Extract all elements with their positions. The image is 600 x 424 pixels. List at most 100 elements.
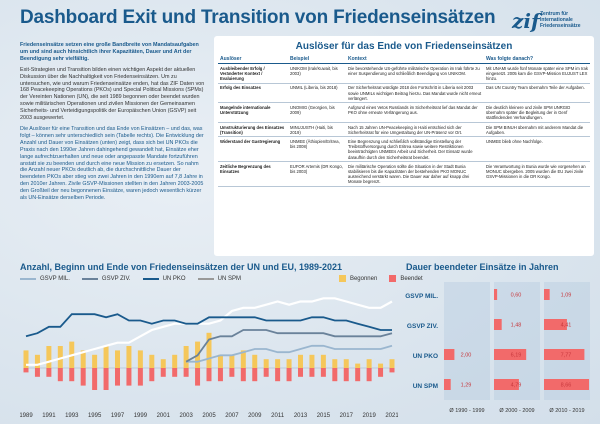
bar-ended (126, 368, 132, 386)
col-header-trigger: Auslöser (218, 56, 288, 65)
intro-lead: Friedenseinsätze setzen eine große Bandb… (20, 42, 199, 62)
col-header-example: Beispiel (288, 56, 346, 65)
cell: MINUJUSTH (Haiti, bis 2019) (288, 122, 346, 138)
x-tick-label: 1991 (42, 413, 56, 419)
bar-ended (389, 368, 395, 373)
series-line-gsvp-mil- (186, 344, 393, 363)
line-chart-title: Anzahl, Beginn und Ende von Friedenseins… (20, 262, 343, 272)
cell: Die bevorstehende US-geführte militärisc… (346, 63, 484, 84)
x-tick-label: 2021 (385, 413, 398, 419)
bar-begun (80, 350, 86, 368)
zif-logo: zif Zentrum für Internationale Friedense… (512, 9, 592, 39)
cell: EUFOR Artemis (DR Kongo, bis 2003) (288, 161, 346, 188)
x-tick-label: 2001 (157, 413, 171, 419)
bar-ended (69, 368, 75, 382)
duration-value-label: 7,77 (561, 353, 572, 359)
x-tick-label: 2007 (225, 413, 239, 419)
bar-begun (103, 346, 109, 368)
cell: Mit UNAMI wurde fünf Monate später eine … (484, 63, 590, 84)
period-label: Ø 1990 - 1999 (449, 408, 484, 414)
legend-gsvp-ziv: GSVP ZIV. (81, 276, 131, 282)
table-row: Ausbleibender Erfolg / Veränderter Konte… (218, 63, 590, 84)
cell: Eine Begrenzung und schließlich vollstän… (346, 136, 484, 163)
bar-ended (115, 368, 120, 386)
bar-ended (378, 368, 384, 377)
table-row: Erfolg des Einsatzes UNMIL (Liberia, bis … (218, 83, 590, 104)
cell: Die SPM BINUH übernahm mit anderem Manda… (484, 122, 590, 138)
bar-begun (286, 359, 292, 368)
bar-begun (206, 332, 212, 368)
cell: Die militärische Operation sollte die Si… (346, 161, 484, 188)
category-label: UN PKO (413, 353, 438, 360)
cell: Ausbleibender Erfolg / Veränderter Konte… (218, 63, 288, 84)
bar-ended (57, 368, 63, 382)
bar-ended (195, 368, 201, 386)
legend-ended: Beendet (389, 275, 423, 282)
bar-ended (263, 368, 269, 377)
bar-begun (240, 350, 246, 368)
bar-ended (240, 368, 246, 382)
bar-ended (80, 368, 86, 386)
bar-begun (183, 346, 189, 368)
bar-ended (92, 368, 98, 390)
x-tick-label: 2003 (179, 413, 193, 419)
bar-begun (366, 359, 372, 368)
bar-begun (298, 354, 303, 368)
bar-begun (343, 359, 349, 368)
bar-ended (286, 368, 292, 382)
intro-paragraph-2: Die Auslöser für eine Transition und das… (20, 125, 204, 202)
bar-ended (229, 368, 235, 377)
bar-begun (217, 354, 223, 368)
legend-un-spm: UN SPM (197, 276, 241, 282)
bar-ended (298, 368, 303, 377)
x-tick-label: 2011 (271, 413, 285, 419)
legend-un-pko: UN PKO (142, 276, 186, 282)
missions-line-chart: 1989 1991 1993 1995 1997 1999 2001 2003 2005 2007… (20, 297, 398, 419)
bar-begun (149, 354, 155, 368)
page-title: Dashboard Exit und Transition von Friede… (20, 7, 496, 28)
duration-bar (544, 289, 550, 300)
duration-bar-chart: GSVP MIL. 0,60 1,09 GSVP ZIV. 1,48 4,41 UN PKO… (405, 282, 590, 414)
bar-begun (252, 354, 258, 368)
col-header-context: Kontext (346, 56, 484, 65)
category-label: GSVP MIL. (405, 293, 438, 300)
bar-ended (217, 368, 223, 382)
triggers-table-panel: Auslöser für das Ende von Friedenseinsät… (214, 36, 594, 256)
bar-begun (34, 354, 40, 368)
duration-value-label: 1,48 (511, 323, 522, 329)
cell: Erfolg des Einsatzes (218, 83, 288, 104)
bar-begun (389, 359, 395, 368)
duration-value-label: 8,66 (561, 383, 572, 389)
bar-ended (206, 368, 212, 382)
bar-ended (309, 368, 315, 377)
duration-value-label: 6,19 (511, 353, 522, 359)
bar-ended (23, 368, 29, 373)
cell: Umstrukturierung des Einsatzes (Transiti… (218, 122, 288, 138)
cell: UNMEE blieb ohne Nachfolge. (484, 136, 590, 163)
x-tick-label: 1995 (88, 413, 102, 419)
period-label: Ø 2000 - 2009 (499, 408, 534, 414)
bar-ended (320, 368, 326, 377)
bar-begun (332, 359, 338, 368)
duration-value-label: 1,09 (561, 293, 572, 299)
table-row: Mangelnde internationale Unterstützung UN… (218, 102, 590, 124)
cell: Widerstand der Gastregierung (218, 136, 288, 163)
cell: UNMIL (Liberia, bis 2018) (288, 83, 346, 104)
bar-begun (126, 346, 132, 368)
bar-ended (355, 368, 361, 382)
bar-ended (46, 368, 52, 377)
series-line-gsvp-ziv- (185, 329, 393, 363)
cell: Die Verantwortung in Bunia wurde wie vor… (484, 161, 590, 188)
cell: Die deutlich kleinere und zivile SPM UNR… (484, 102, 590, 124)
x-tick-label: 2009 (248, 413, 262, 419)
logo-text: Zentrum für Internationale Friedenseinsä… (540, 11, 581, 29)
x-tick-label: 1993 (65, 413, 79, 419)
x-tick-label: 2019 (362, 413, 376, 419)
intro-text: Friedenseinsätze setzen eine große Bandb… (20, 42, 207, 206)
bar-begun (57, 346, 63, 368)
category-label: UN SPM (413, 383, 438, 390)
table-heading: Auslöser für das Ende von Friedenseinsät… (295, 41, 513, 52)
bar-ended (275, 368, 281, 382)
intro-paragraph-1: Exit-Strategien und Transition bilden ei… (20, 66, 205, 122)
cell: Das UN Country Team übernahm Teile der A… (484, 83, 590, 104)
